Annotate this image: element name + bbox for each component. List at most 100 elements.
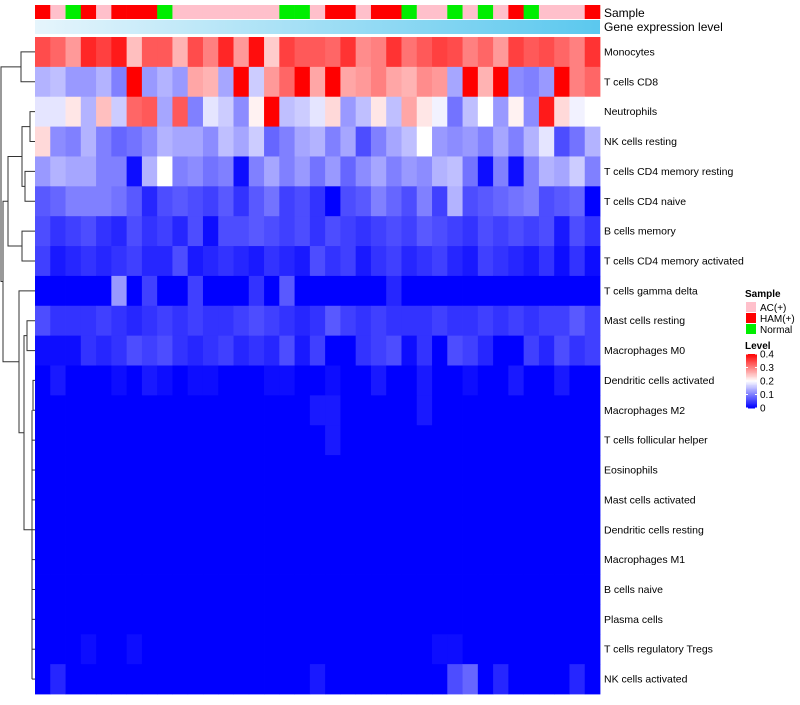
heatmap-cell (96, 305, 112, 337)
heatmap-cell (538, 186, 555, 217)
heatmap-cell (218, 395, 234, 426)
heatmap-cell (386, 425, 402, 456)
heatmap-cell (187, 574, 204, 605)
heatmap-cell (157, 216, 173, 247)
heatmap-cell (264, 574, 280, 605)
heatmap-cell (35, 305, 51, 337)
heatmap-cell (141, 275, 158, 307)
heatmap-cell (508, 604, 525, 635)
heatmap-cell (370, 365, 387, 396)
heatmap-cell (462, 604, 479, 635)
heatmap-cell (96, 484, 112, 516)
heatmap-cell (218, 305, 234, 337)
heatmap-cell (111, 574, 128, 605)
heatmap-cell (538, 365, 555, 396)
heatmap-cell (80, 216, 97, 247)
heatmap-cell (370, 156, 387, 187)
heatmap-cell (325, 96, 341, 127)
heatmap-cell (477, 156, 494, 187)
heatmap-cell (141, 425, 158, 456)
colorbar-segment (746, 364, 757, 367)
heatmap-cell (538, 66, 555, 98)
heatmap-cell (309, 484, 326, 516)
heatmap-cell (386, 604, 402, 635)
legend-level-title: Level (745, 341, 771, 352)
heatmap-cell (50, 156, 66, 187)
legend: Sample AC(+)HAM(+)Normal Level 0.4 0.3 0.2… (745, 289, 795, 415)
heatmap-cell (294, 604, 311, 635)
dendrogram-branch (21, 230, 35, 262)
heatmap-cell (416, 186, 433, 217)
heatmap-cell (202, 305, 219, 337)
dendrogram-branch (21, 126, 30, 187)
heatmap-cell (80, 186, 97, 217)
legend-item-label: AC(+) (760, 303, 786, 314)
heatmap-cell (233, 335, 250, 366)
heatmap-cell (80, 604, 97, 635)
heatmap-cell (340, 395, 357, 426)
heatmap-cell (584, 514, 601, 546)
heatmap-cell (340, 365, 357, 396)
heatmap-cell (569, 395, 586, 426)
heatmap-cell (370, 96, 387, 127)
heatmap-cell (248, 514, 265, 546)
row-label: T cells CD4 naive (604, 196, 686, 208)
colorbar-segment (746, 367, 757, 370)
heatmap-cell (462, 246, 479, 277)
heatmap-cell (584, 455, 601, 486)
heatmap-cell (80, 664, 97, 695)
heatmap-cell (96, 395, 112, 426)
heatmap-cell (325, 455, 341, 486)
heatmap-cell (141, 484, 158, 516)
heatmap-cell (447, 156, 463, 187)
heatmap-cell (569, 484, 586, 516)
heatmap-cell (416, 664, 433, 695)
heatmap-cell (584, 544, 601, 575)
heatmap-cell (157, 275, 173, 307)
heatmap-cell (126, 246, 143, 277)
heatmap-cell (187, 37, 204, 68)
heatmap-cell (508, 126, 525, 157)
heatmap-cell (35, 544, 51, 575)
row-label: Neutrophils (604, 106, 657, 118)
colorbar-segment (746, 393, 757, 395)
heatmap-cell (584, 246, 601, 277)
heatmap-cell (187, 305, 204, 337)
heatmap-cell (157, 305, 173, 337)
heatmap-cell (80, 574, 97, 605)
heatmap-cell (523, 96, 540, 127)
dendrogram-branch (24, 170, 35, 202)
heatmap-cell (264, 455, 280, 486)
heatmap-cell (96, 186, 112, 217)
heatmap-cell (202, 186, 219, 217)
heatmap-cell (80, 246, 97, 277)
heatmap-cell (218, 365, 234, 396)
heatmap-cell (218, 126, 234, 157)
heatmap-cell (111, 365, 128, 396)
heatmap-cell (493, 365, 509, 396)
heatmap-cell (416, 96, 433, 127)
sample-annotation-cell (35, 5, 51, 19)
sample-annotation-cell (447, 5, 463, 19)
heatmap-cell (80, 335, 97, 366)
heatmap-cell (416, 305, 433, 337)
heatmap-cell (141, 664, 158, 695)
heatmap-cell (432, 514, 448, 546)
sample-annotation-cell (218, 5, 234, 19)
heatmap-cell (462, 484, 479, 516)
heatmap-cell (554, 96, 570, 127)
sample-annotation-cell (96, 5, 112, 19)
heatmap-cell (157, 544, 173, 575)
colorbar-tick-label: 0.1 (760, 390, 774, 401)
heatmap-cell (569, 425, 586, 456)
colorbar-segment (746, 402, 757, 405)
heatmap-cell (508, 634, 525, 665)
sample-annotation-cell (569, 5, 586, 19)
heatmap-cell (35, 335, 51, 366)
heatmap-cell (233, 514, 250, 546)
heatmap-cell (35, 604, 51, 635)
row-label: NK cells activated (604, 674, 688, 686)
heatmap-cell (401, 305, 418, 337)
heatmap-cell (279, 425, 295, 456)
heatmap-cell (172, 395, 189, 426)
